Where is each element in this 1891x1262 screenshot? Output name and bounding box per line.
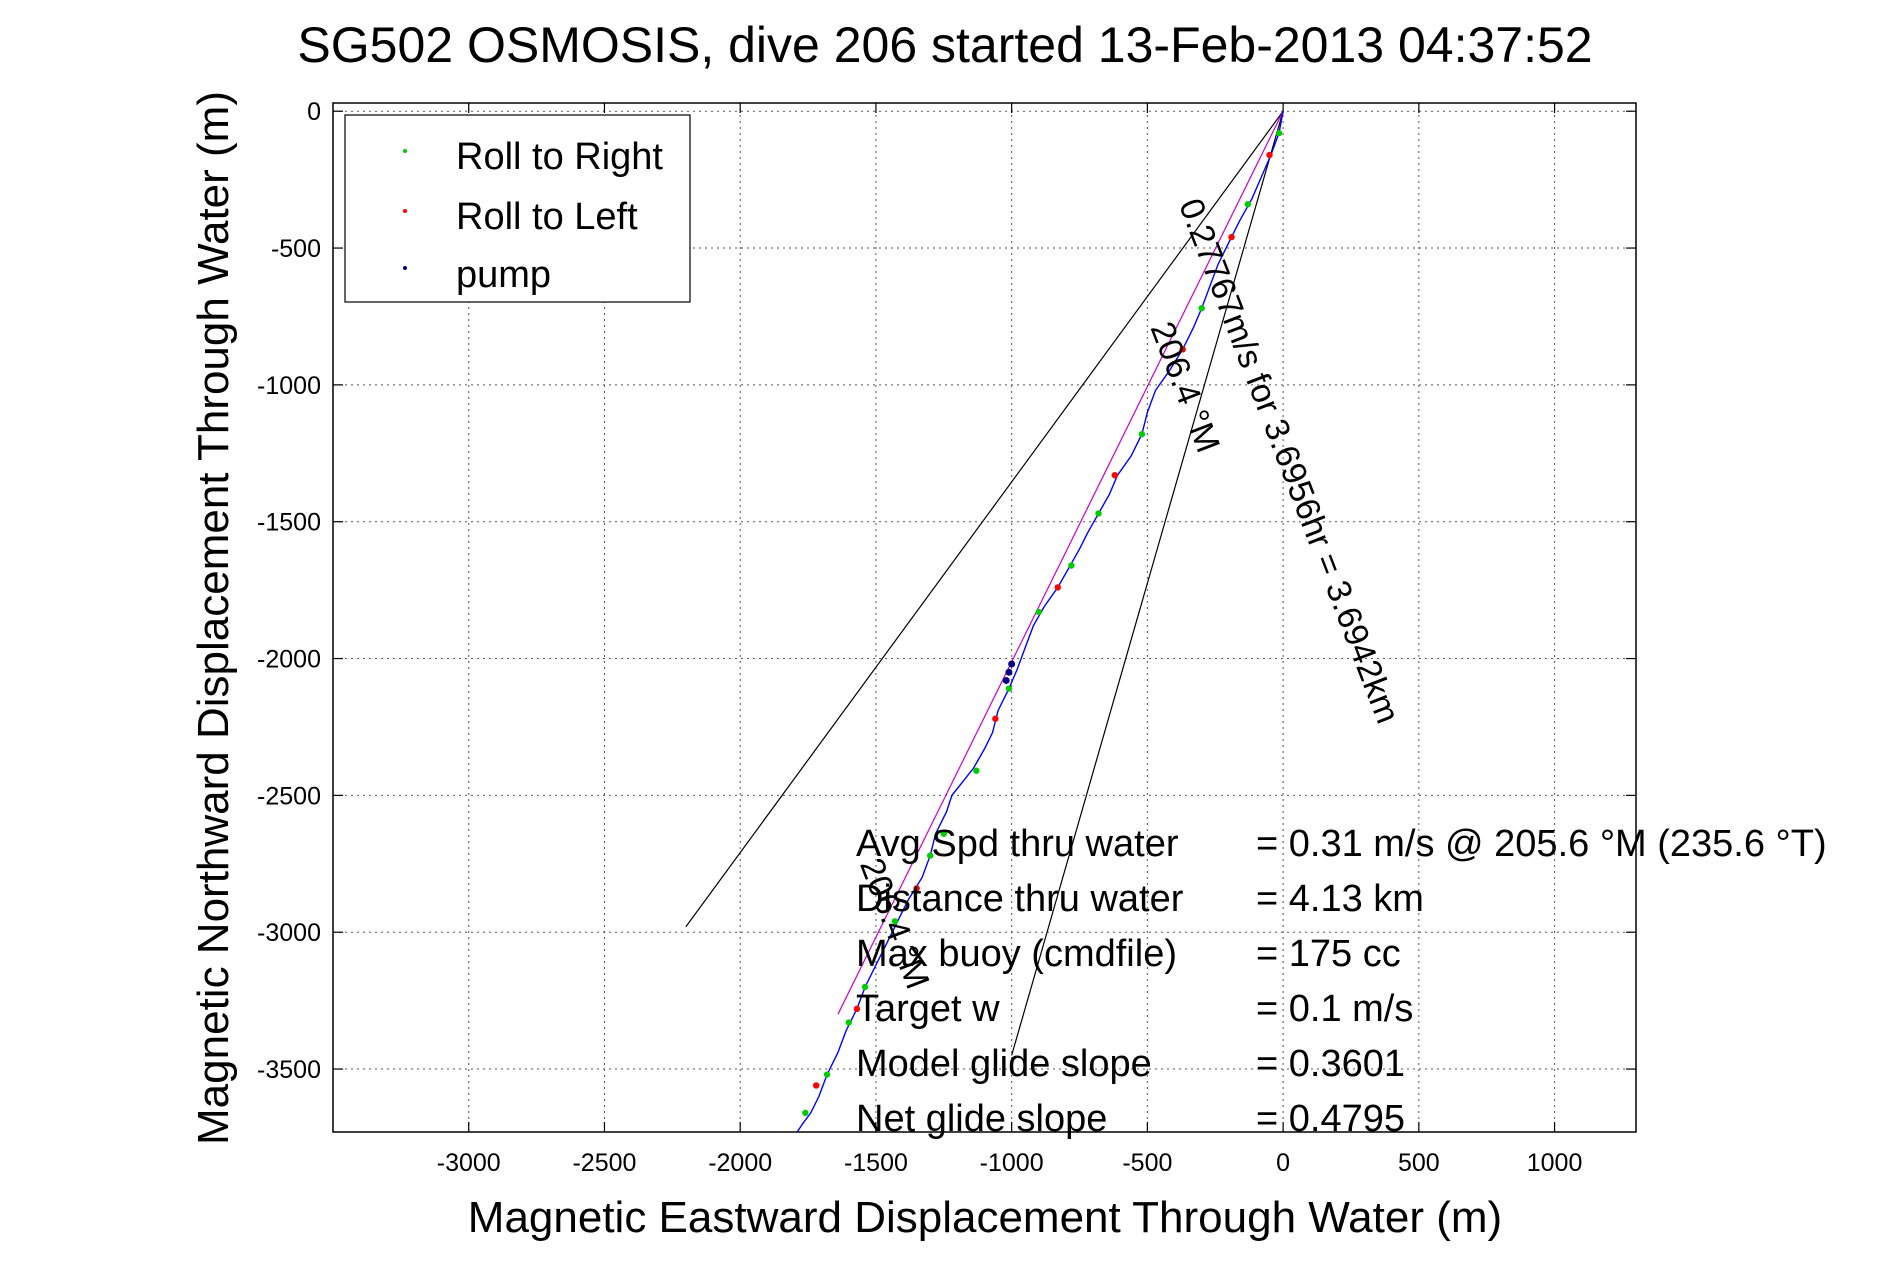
stat-label-distance: Distance thru water — [856, 878, 1184, 920]
pump-point — [1005, 668, 1013, 676]
roll-left-point — [812, 1082, 820, 1089]
y-tick-label: -3000 — [257, 919, 321, 947]
roll-right-point — [973, 767, 980, 774]
y-tick-label: 0 — [307, 98, 321, 126]
legend-marker-pump — [403, 266, 407, 270]
legend-marker-roll-left — [403, 209, 407, 213]
plot-area: -3000 -2500 -2000 -1500 -1000 -500 0 500 1000 0-… — [257, 98, 1637, 1177]
roll-right-point — [1138, 430, 1146, 438]
x-tick-label: 500 — [1398, 1149, 1440, 1177]
stats-block: Avg Spd thru water = 0.31 m/s @ 205.6 °M… — [856, 823, 1827, 1140]
roll-left-point — [992, 715, 999, 722]
x-tick-label: -3000 — [437, 1149, 501, 1177]
roll-right-point — [1198, 305, 1205, 312]
legend-label-roll-right: Roll to Right — [456, 136, 663, 178]
legend: Roll to Right Roll to Left pump — [344, 114, 691, 303]
roll-right-point — [891, 918, 899, 925]
x-tick-label: -1500 — [844, 1149, 908, 1177]
stat-value-net-glide: = 0.4795 — [1256, 1098, 1405, 1140]
roll-left-point — [853, 1005, 861, 1013]
track-line — [796, 111, 1284, 1133]
x-axis-label: Magnetic Eastward Displacement Through W… — [468, 1193, 1502, 1242]
stat-label-max-buoy: Max buoy (cmdfile) — [856, 933, 1177, 975]
stat-label-model-glide: Model glide slope — [856, 1043, 1152, 1085]
roll-right-point — [1244, 201, 1252, 208]
y-tick-label: -1500 — [257, 509, 321, 537]
roll-left-point — [1266, 151, 1273, 159]
reference-lines — [685, 110, 1284, 1056]
stat-value-target-w: = 0.1 m/s — [1256, 988, 1413, 1030]
roll-left-point — [1228, 233, 1235, 241]
x-axis-ticks: -3000 -2500 -2000 -1500 -1000 -500 0 500 1000 — [437, 103, 1583, 1177]
stat-label-net-glide: Net glide slope — [856, 1098, 1107, 1140]
glider-track — [796, 111, 1284, 1133]
legend-box — [344, 114, 691, 303]
roll-right-point — [823, 1071, 831, 1078]
legend-marker-roll-right — [403, 149, 407, 153]
x-tick-label: -2500 — [572, 1149, 636, 1177]
roll-left-point — [1054, 584, 1061, 591]
roll-right-point — [1005, 685, 1013, 692]
reference-line-2 — [1011, 111, 1284, 1056]
x-tick-label: -500 — [1122, 1149, 1172, 1177]
roll-right-point — [927, 852, 934, 859]
stat-label-target-w: Target w — [856, 988, 1000, 1030]
stat-value-model-glide: = 0.3601 — [1256, 1043, 1405, 1085]
x-tick-label: -1000 — [980, 1149, 1044, 1177]
stat-value-max-buoy: = 175 cc — [1256, 933, 1401, 975]
legend-label-pump: pump — [456, 254, 551, 296]
roll-right-point — [940, 830, 947, 837]
roll-right-point — [1068, 562, 1075, 569]
y-axis-label: Magnetic Northward Displacement Through … — [189, 91, 238, 1145]
roll-right-point — [861, 983, 869, 991]
stat-value-distance: = 4.13 km — [1256, 878, 1424, 920]
y-tick-label: -2000 — [257, 646, 321, 674]
stat-label-avg-speed: Avg Spd thru water — [856, 823, 1179, 865]
roll-right-point — [1095, 510, 1102, 517]
roll-right-point — [802, 1109, 809, 1117]
roll-right-point — [1275, 129, 1283, 137]
roll-right-point — [845, 1019, 852, 1026]
y-tick-label: -2500 — [257, 782, 321, 810]
y-tick-label: -1000 — [257, 372, 321, 400]
reference-line-1 — [685, 110, 1284, 928]
stat-value-avg-speed: = 0.31 m/s @ 205.6 °M (235.6 °T) — [1256, 823, 1827, 865]
x-tick-label: 1000 — [1527, 1149, 1583, 1177]
x-tick-label: -2000 — [708, 1149, 772, 1177]
pump-point — [1002, 676, 1010, 684]
y-tick-label: -3500 — [257, 1056, 321, 1084]
roll-markers — [802, 129, 1283, 1117]
legend-label-roll-left: Roll to Left — [456, 196, 638, 238]
roll-left-point — [913, 885, 920, 892]
y-axis-ticks: 0 -500 -1000 -1500 -2000 -2500 -3000 -3500 — [257, 98, 1636, 1084]
chart-title: SG502 OSMOSIS, dive 206 started 13-Feb-2… — [297, 17, 1592, 73]
roll-right-point — [1035, 608, 1042, 616]
x-tick-label: 0 — [1276, 1149, 1290, 1177]
y-tick-label: -500 — [271, 235, 321, 263]
pump-point — [1008, 660, 1016, 668]
reference-line-3 — [837, 110, 1284, 1015]
roll-left-point — [1111, 471, 1119, 479]
roll-left-point — [1179, 346, 1186, 353]
